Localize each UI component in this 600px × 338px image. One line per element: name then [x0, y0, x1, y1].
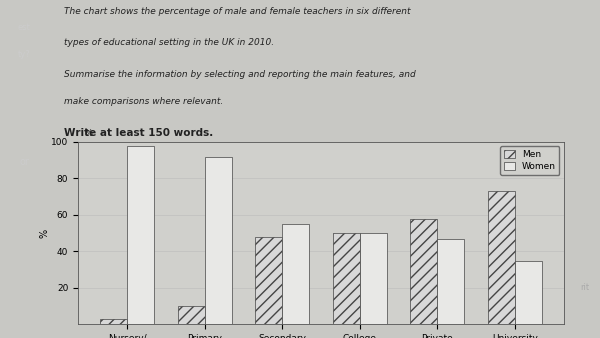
- Bar: [488, 191, 515, 324]
- Text: Write at least 150 words.: Write at least 150 words.: [64, 128, 213, 139]
- Text: make comparisons where relevant.: make comparisons where relevant.: [64, 97, 223, 106]
- Text: rit: rit: [580, 283, 590, 292]
- Bar: [100, 319, 127, 324]
- Legend: Men, Women: Men, Women: [500, 146, 559, 175]
- Bar: [178, 306, 205, 324]
- Bar: [282, 224, 310, 324]
- Text: ty?: ty?: [17, 50, 31, 58]
- Bar: [410, 219, 437, 324]
- Bar: [515, 261, 542, 324]
- Y-axis label: %: %: [40, 229, 50, 238]
- Text: or: or: [19, 157, 29, 167]
- Bar: [127, 146, 154, 324]
- Text: The chart shows the percentage of male and female teachers in six different: The chart shows the percentage of male a…: [64, 7, 410, 16]
- Text: Summarise the information by selecting and reporting the main features, and: Summarise the information by selecting a…: [64, 70, 415, 79]
- Text: types of educational setting in the UK in 2010.: types of educational setting in the UK i…: [64, 38, 274, 47]
- Bar: [437, 239, 464, 324]
- Bar: [255, 237, 282, 324]
- Text: %: %: [85, 129, 92, 138]
- Bar: [332, 233, 360, 324]
- Bar: [360, 233, 387, 324]
- Bar: [205, 156, 232, 324]
- Text: est: est: [17, 23, 31, 31]
